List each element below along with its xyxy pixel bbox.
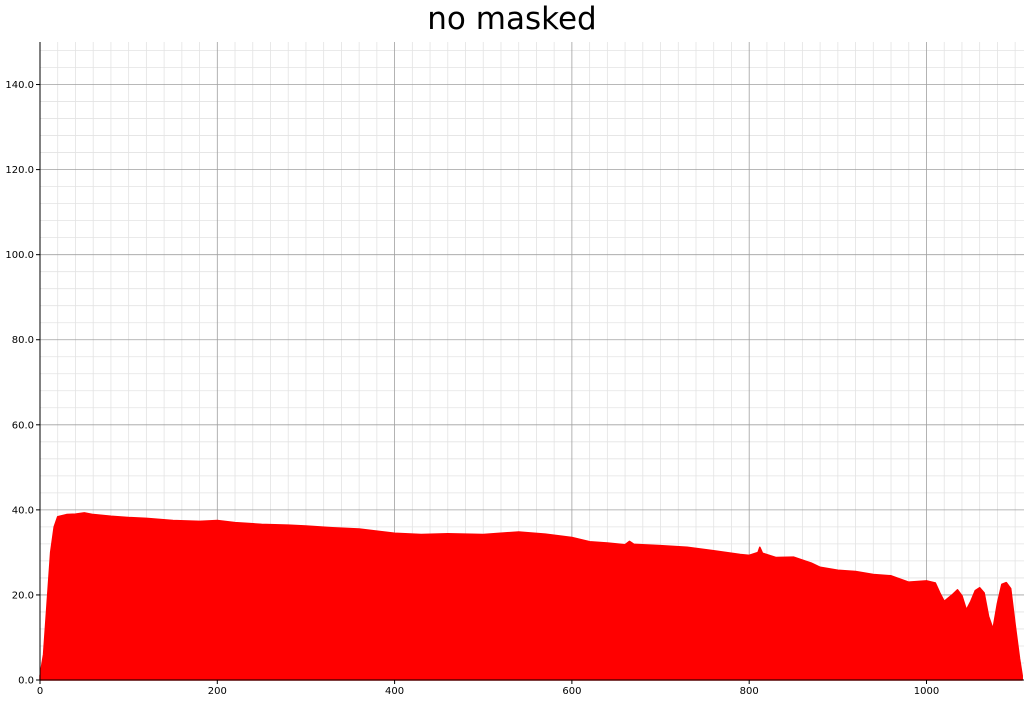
- y-tick-label: 0.0: [18, 676, 34, 687]
- series-layer: [39, 512, 1023, 681]
- y-tick-label: 140.0: [5, 80, 34, 91]
- x-tick-label: 600: [562, 686, 581, 697]
- series-area: [39, 512, 1023, 681]
- y-tick-label: 80.0: [12, 335, 34, 346]
- axes: [39, 42, 1024, 681]
- x-tick-label: 200: [208, 686, 227, 697]
- y-tick-label: 120.0: [5, 165, 34, 176]
- y-tick-label: 100.0: [5, 250, 34, 261]
- x-axis-ticks: 0 200 400 600 800 1000: [37, 680, 939, 697]
- y-tick-label: 20.0: [12, 590, 34, 601]
- x-tick-label: 800: [740, 686, 759, 697]
- x-tick-label: 0: [37, 686, 43, 697]
- chart-title: no masked: [427, 1, 597, 37]
- x-tick-label: 400: [385, 686, 404, 697]
- x-tick-label: 1000: [914, 686, 939, 697]
- y-tick-label: 60.0: [12, 420, 34, 431]
- y-tick-label: 40.0: [12, 505, 34, 516]
- y-axis-ticks: 0.0 20.0 40.0 60.0 80.0 100.0 120.0 140.0: [5, 80, 40, 687]
